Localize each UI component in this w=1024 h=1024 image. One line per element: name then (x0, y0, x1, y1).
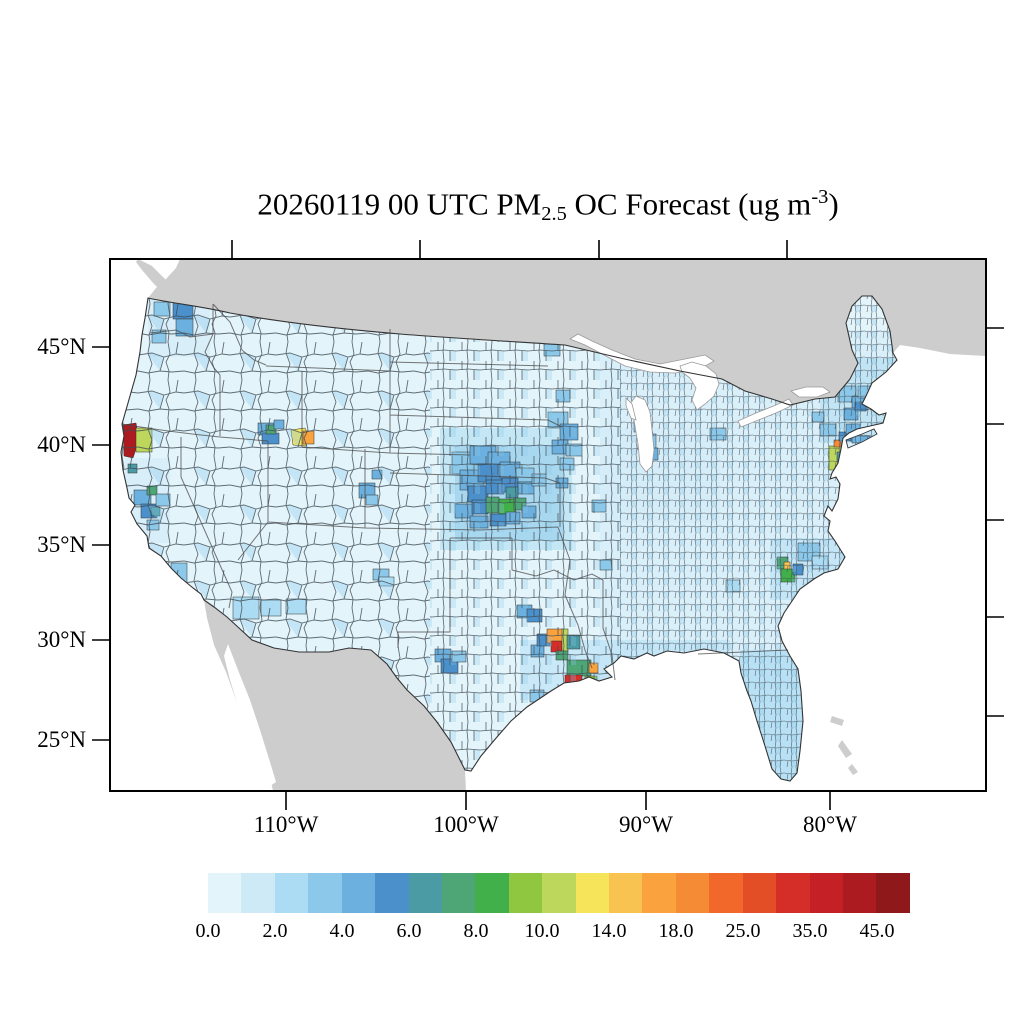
lake-erie (737, 398, 794, 428)
title-prefix: 20260119 00 UTC PM (257, 186, 542, 222)
title-subscript: 2.5 (541, 202, 567, 225)
colorbar-segment (809, 873, 844, 913)
x-tick-label-90w: 90°W (619, 812, 673, 837)
colorbar-label: 2.0 (262, 920, 288, 942)
colorbar-label: 6.0 (396, 920, 422, 942)
colorbar-segment (308, 873, 342, 913)
colorbar-segment (542, 873, 576, 913)
colorbar-segment (408, 873, 442, 913)
lake-huron (679, 361, 720, 411)
colorbar-segment (375, 873, 409, 913)
mexico-landmass (204, 600, 466, 791)
colorbar: 0.0 2.0 4.0 6.0 8.0 10.0 14.0 18.0 25.0 … (196, 873, 910, 969)
y-tick-label-30n: 30°N (37, 627, 86, 652)
colorbar-segment (208, 873, 242, 913)
colorbar-segment (609, 873, 643, 913)
colorbar-label: 25.0 (725, 920, 761, 942)
x-tick-label-80w: 80°W (803, 812, 857, 837)
colorbar-label: 18.0 (658, 920, 694, 942)
title-mid: OC Forecast (ug m (566, 186, 812, 222)
lake-ontario (790, 386, 831, 398)
colorbar-segment (475, 873, 509, 913)
great-lakes (569, 333, 831, 473)
green-bay (625, 397, 637, 421)
y-tick-label-40n: 40°N (37, 432, 86, 457)
bahamas-islands (830, 716, 858, 775)
colorbar-segment (642, 873, 676, 913)
colorbar-label: 14.0 (591, 920, 627, 942)
colorbar-segment (675, 873, 710, 913)
colorbar-segment (341, 873, 376, 913)
colorbar-label: 45.0 (859, 920, 895, 942)
colorbar-segments (208, 873, 910, 913)
gulf-of-california (224, 644, 276, 786)
y-tick-label-45n: 45°N (37, 334, 86, 359)
colorbar-label: 4.0 (329, 920, 355, 942)
colorbar-segment (742, 873, 777, 913)
x-tick-label-100w: 100°W (433, 812, 499, 837)
vancouver-island (136, 259, 174, 297)
state-borders (121, 303, 789, 681)
title-superscript: -3 (811, 186, 829, 208)
page-title: 20260119 00 UTC PM2.5 OC Forecast (ug m-… (100, 186, 996, 226)
colorbar-segment (776, 873, 810, 913)
foreign-land-group (136, 259, 986, 791)
plot-frame (109, 258, 987, 792)
y-tick-label-25n: 25°N (37, 727, 86, 752)
x-tick-label-110w: 110°W (253, 812, 319, 837)
colorbar-segment (441, 873, 476, 913)
colorbar-label: 0.0 (195, 920, 221, 942)
axis-ticks (92, 240, 1004, 810)
title-suffix: ) (828, 186, 839, 222)
colorbar-segment (575, 873, 610, 913)
colorbar-segment (876, 873, 910, 913)
colorbar-label: 10.0 (524, 920, 560, 942)
lake-superior (569, 333, 715, 374)
colorbar-segment (241, 873, 275, 913)
colorbar-segment (274, 873, 309, 913)
colorbar-segment (709, 873, 743, 913)
colorbar-segment (508, 873, 543, 913)
canada-landmass (148, 259, 986, 405)
colorbar-label: 35.0 (792, 920, 828, 942)
y-tick-label-35n: 35°N (37, 532, 86, 557)
colorbar-segment (843, 873, 877, 913)
colorbar-label: 8.0 (463, 920, 489, 942)
